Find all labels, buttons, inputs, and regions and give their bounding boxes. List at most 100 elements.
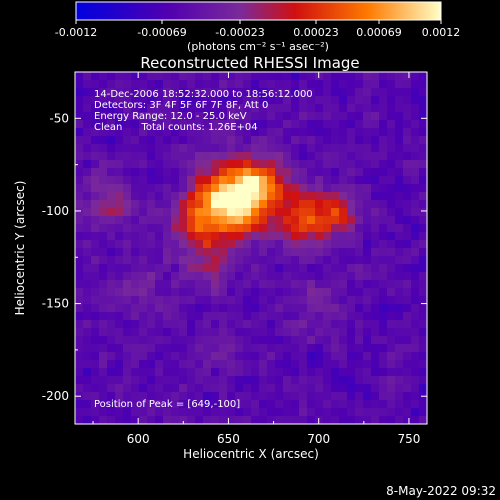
heatmap-cell — [419, 280, 428, 289]
heatmap-cell — [371, 104, 380, 113]
heatmap-cell — [115, 128, 124, 137]
heatmap-cell — [219, 376, 228, 385]
heatmap-cell — [91, 384, 100, 393]
heatmap-cell — [259, 376, 268, 385]
heatmap-cell — [259, 296, 268, 305]
heatmap-cell — [187, 136, 196, 145]
heatmap-cell — [107, 376, 116, 385]
heatmap-cell — [123, 168, 132, 177]
heatmap-cell — [267, 392, 276, 401]
heatmap-cell — [283, 296, 292, 305]
heatmap-cell — [347, 328, 356, 337]
heatmap-cell — [387, 168, 396, 177]
heatmap-cell — [147, 120, 156, 129]
heatmap-cell — [131, 232, 140, 241]
heatmap-cell — [395, 152, 404, 161]
heatmap-cell — [347, 416, 356, 425]
heatmap-cell — [235, 96, 244, 105]
heatmap-cell — [299, 328, 308, 337]
heatmap-cell — [419, 296, 428, 305]
heatmap-cell — [107, 184, 116, 193]
heatmap-cell — [355, 304, 364, 313]
heatmap-cell — [411, 160, 420, 169]
heatmap-cell — [275, 88, 284, 97]
heatmap-cell — [395, 304, 404, 313]
heatmap-cell — [403, 344, 412, 353]
heatmap-cell — [235, 264, 244, 273]
heatmap-cell — [387, 224, 396, 233]
heatmap-cell — [275, 192, 284, 201]
heatmap-cell — [99, 304, 108, 313]
heatmap-cell — [331, 384, 340, 393]
heatmap-cell — [251, 80, 260, 89]
heatmap-cell — [419, 184, 428, 193]
heatmap-cell — [291, 256, 300, 265]
heatmap-cell — [411, 392, 420, 401]
heatmap-cell — [139, 296, 148, 305]
heatmap-cell — [251, 264, 260, 273]
heatmap-cell — [363, 392, 372, 401]
heatmap-cell — [131, 368, 140, 377]
heatmap-cell — [227, 136, 236, 145]
heatmap-cell — [179, 328, 188, 337]
heatmap-cell — [75, 72, 84, 81]
heatmap-cell — [235, 368, 244, 377]
heatmap-cell — [163, 352, 172, 361]
heatmap-cell — [379, 392, 388, 401]
heatmap-cell — [91, 272, 100, 281]
heatmap-cell — [307, 320, 316, 329]
heatmap-cell — [291, 96, 300, 105]
heatmap-cell — [379, 360, 388, 369]
heatmap-cell — [291, 176, 300, 185]
heatmap-cell — [171, 288, 180, 297]
heatmap-cell — [123, 288, 132, 297]
heatmap-cell — [83, 160, 92, 169]
heatmap-cell — [403, 96, 412, 105]
heatmap-cell — [251, 160, 260, 169]
heatmap-cell — [163, 336, 172, 345]
heatmap-cell — [371, 328, 380, 337]
heatmap-cell — [419, 160, 428, 169]
heatmap-cell — [163, 328, 172, 337]
heatmap-cell — [371, 232, 380, 241]
heatmap-cell — [203, 248, 212, 257]
colorbar-ticks: -0.0012 -0.00069 -0.00023 0.00023 0.00069 0.0… — [55, 20, 460, 39]
heatmap-cell — [259, 176, 268, 185]
heatmap-cell — [243, 264, 252, 273]
heatmap-cell — [323, 256, 332, 265]
heatmap-cell — [139, 264, 148, 273]
heatmap-cell — [259, 120, 268, 129]
heatmap-cell — [363, 376, 372, 385]
heatmap-cell — [195, 120, 204, 129]
heatmap-cell — [243, 136, 252, 145]
heatmap-cell — [195, 400, 204, 409]
heatmap-cell — [291, 144, 300, 153]
heatmap-cell — [235, 144, 244, 153]
heatmap-cell — [267, 360, 276, 369]
heatmap-cell — [275, 264, 284, 273]
heatmap-cell — [147, 288, 156, 297]
heatmap-cell — [115, 200, 124, 209]
heatmap-cell — [291, 168, 300, 177]
heatmap-cell — [243, 168, 252, 177]
heatmap-cell — [107, 104, 116, 113]
heatmap-cell — [347, 80, 356, 89]
heatmap-cell — [355, 168, 364, 177]
heatmap-cell — [331, 112, 340, 121]
heatmap-cell — [363, 328, 372, 337]
heatmap-cell — [379, 256, 388, 265]
heatmap-cell — [363, 224, 372, 233]
heatmap-cell — [379, 200, 388, 209]
heatmap-cell — [219, 256, 228, 265]
heatmap-cell — [219, 136, 228, 145]
heatmap-cell — [83, 200, 92, 209]
colorbar-tick-label: 0.00023 — [293, 26, 339, 39]
heatmap-cell — [387, 312, 396, 321]
heatmap-cell — [411, 232, 420, 241]
heatmap-cell — [171, 328, 180, 337]
heatmap-cell — [299, 288, 308, 297]
heatmap-cell — [411, 344, 420, 353]
heatmap-cell — [155, 176, 164, 185]
heatmap-cell — [179, 416, 188, 425]
